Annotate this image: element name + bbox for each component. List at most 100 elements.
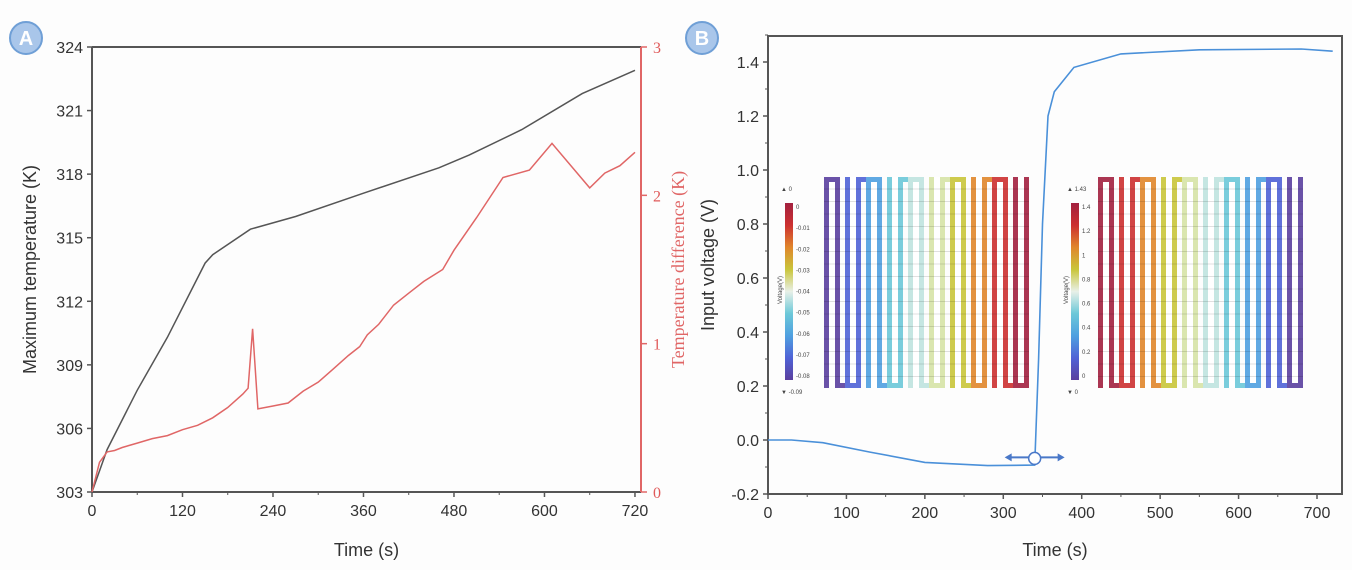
x-tick-label: 360: [350, 503, 377, 520]
serpentine-connector: [1198, 383, 1203, 388]
colorbar-title: Voltage(V): [1064, 276, 1070, 304]
colorbar-tick-label: -0.02: [796, 247, 810, 253]
serpentine-connector: [882, 383, 887, 388]
x-tick-label: 720: [622, 503, 649, 520]
serpentine-gap: [1208, 177, 1214, 383]
x-tick-label: 600: [1225, 505, 1252, 522]
serpentine-gap: [1145, 182, 1151, 388]
y2-axis-label: Temperature difference (K): [668, 171, 689, 368]
colorbar-tick-label: 0: [796, 205, 800, 211]
y-tick-label: 1.4: [737, 55, 759, 72]
y-tick-label: 318: [56, 167, 83, 184]
x-tick-label: 600: [531, 503, 558, 520]
x-tick-label: 200: [912, 505, 939, 522]
serpentine-connector: [945, 177, 950, 182]
plot-frame: [767, 35, 1343, 495]
y-tick-label: 306: [56, 421, 83, 438]
colorbar-tick-label: -0.08: [796, 374, 810, 380]
x-axis-label: Time (s): [334, 540, 399, 560]
serpentine-gap: [850, 177, 856, 383]
y2-tick-label: 0: [653, 485, 661, 502]
colorbar-tick-label: 0: [1082, 374, 1086, 380]
serpentine-gap: [913, 182, 919, 388]
serpentine-gap: [871, 182, 877, 388]
y-tick-label: 309: [56, 358, 83, 375]
maximum-temperature-line: [91, 69, 636, 493]
arrow-left-icon: [1004, 453, 1012, 462]
y-axis-label: Maximum temperature (K): [20, 165, 40, 374]
y-tick-label: 0.6: [737, 271, 759, 288]
y-tick-label: 321: [56, 104, 83, 121]
colorbar-tick-label: 0.8: [1082, 277, 1091, 283]
serpentine-gap: [1187, 182, 1193, 388]
colorbar-tick-label: -0.03: [796, 268, 810, 274]
serpentine-connector: [1282, 383, 1287, 388]
serpentine-gap: [1271, 182, 1277, 388]
x-tick-label: 120: [169, 503, 196, 520]
y-tick-label: 324: [56, 40, 83, 57]
y-tick-label: 0.8: [737, 217, 759, 234]
serpentine-connector: [1219, 177, 1224, 182]
y2-tick-label: 3: [653, 40, 661, 57]
colorbar-min-label: ▼ 0: [1067, 390, 1079, 396]
serpentine-gap: [1103, 182, 1109, 388]
serpentine-connector: [924, 383, 929, 388]
colorbar-min-label: ▼ -0.09: [781, 390, 803, 396]
colorbar: [1071, 203, 1079, 380]
temperature-difference-line: [91, 142, 636, 493]
y-axis-label: Input voltage (V): [698, 199, 718, 331]
serpentine-connector: [1114, 383, 1119, 388]
serpentine-gap: [934, 177, 940, 383]
y-tick-label: 0.4: [737, 325, 759, 342]
input-voltage-line: [768, 48, 1333, 467]
y2-tick-label: 1: [653, 337, 661, 354]
serpentine-gap: [1292, 177, 1298, 383]
colorbar-max-label: ▲ 1.43: [1067, 187, 1087, 193]
y-tick-label: 312: [56, 294, 83, 311]
serpentine-connector: [1261, 177, 1266, 182]
serpentine-connector: [966, 383, 971, 388]
serpentine-connector: [840, 383, 845, 388]
serpentine-gap: [1018, 177, 1024, 383]
serpentine-gap: [955, 182, 961, 388]
colorbar-tick-label: -0.01: [796, 226, 810, 232]
serpentine-connector: [1135, 177, 1140, 182]
x-tick-label: 700: [1304, 505, 1331, 522]
serpentine-gap: [829, 182, 835, 388]
colorbar: [785, 203, 793, 380]
y-tick-label: 1.2: [737, 109, 759, 126]
y-tick-label: 1.0: [737, 163, 759, 180]
y-tick-label: -0.2: [731, 487, 759, 504]
colorbar-max-label: ▲ 0: [781, 187, 793, 193]
circle-marker-icon: [1027, 451, 1042, 466]
y-tick-label: 303: [56, 485, 83, 502]
y2-tick-label: 2: [653, 188, 661, 205]
x-tick-label: 500: [1147, 505, 1174, 522]
panel-a-badge: A: [9, 21, 43, 55]
serpentine-gap: [1166, 177, 1172, 383]
panel-b-label: B: [695, 28, 709, 50]
colorbar-tick-label: 1.2: [1082, 229, 1091, 235]
voltage-distribution-inset: ▲ 0 ▼ -0.09 0 -0.01 -0.02 -0.03 -0.04 -0.05 -0.0…: [778, 177, 1029, 396]
x-tick-label: 300: [990, 505, 1017, 522]
x-axis-label: Time (s): [1022, 540, 1087, 560]
colorbar-tick-label: 0.6: [1082, 302, 1091, 308]
colorbar-tick-label: 0.4: [1082, 326, 1091, 332]
colorbar-tick-label: 1: [1082, 253, 1086, 259]
panel-a-label: A: [19, 28, 33, 50]
panel-b-badge: B: [685, 21, 719, 55]
serpentine-connector: [1240, 383, 1245, 388]
y-tick-label: 0.0: [737, 433, 759, 450]
colorbar-tick-label: 0.2: [1082, 350, 1091, 356]
x-tick-label: 400: [1068, 505, 1095, 522]
colorbar-tick-label: -0.07: [796, 353, 810, 359]
serpentine-gap: [1250, 177, 1256, 383]
transition-annotation: [1004, 451, 1065, 466]
serpentine-connector: [987, 177, 992, 182]
colorbar-title: Voltage(V): [778, 276, 784, 304]
colorbar-tick-label: -0.06: [796, 332, 810, 338]
x-tick-label: 0: [764, 505, 773, 522]
y-tick-label: 0.2: [737, 379, 759, 396]
serpentine-gap: [997, 182, 1003, 388]
